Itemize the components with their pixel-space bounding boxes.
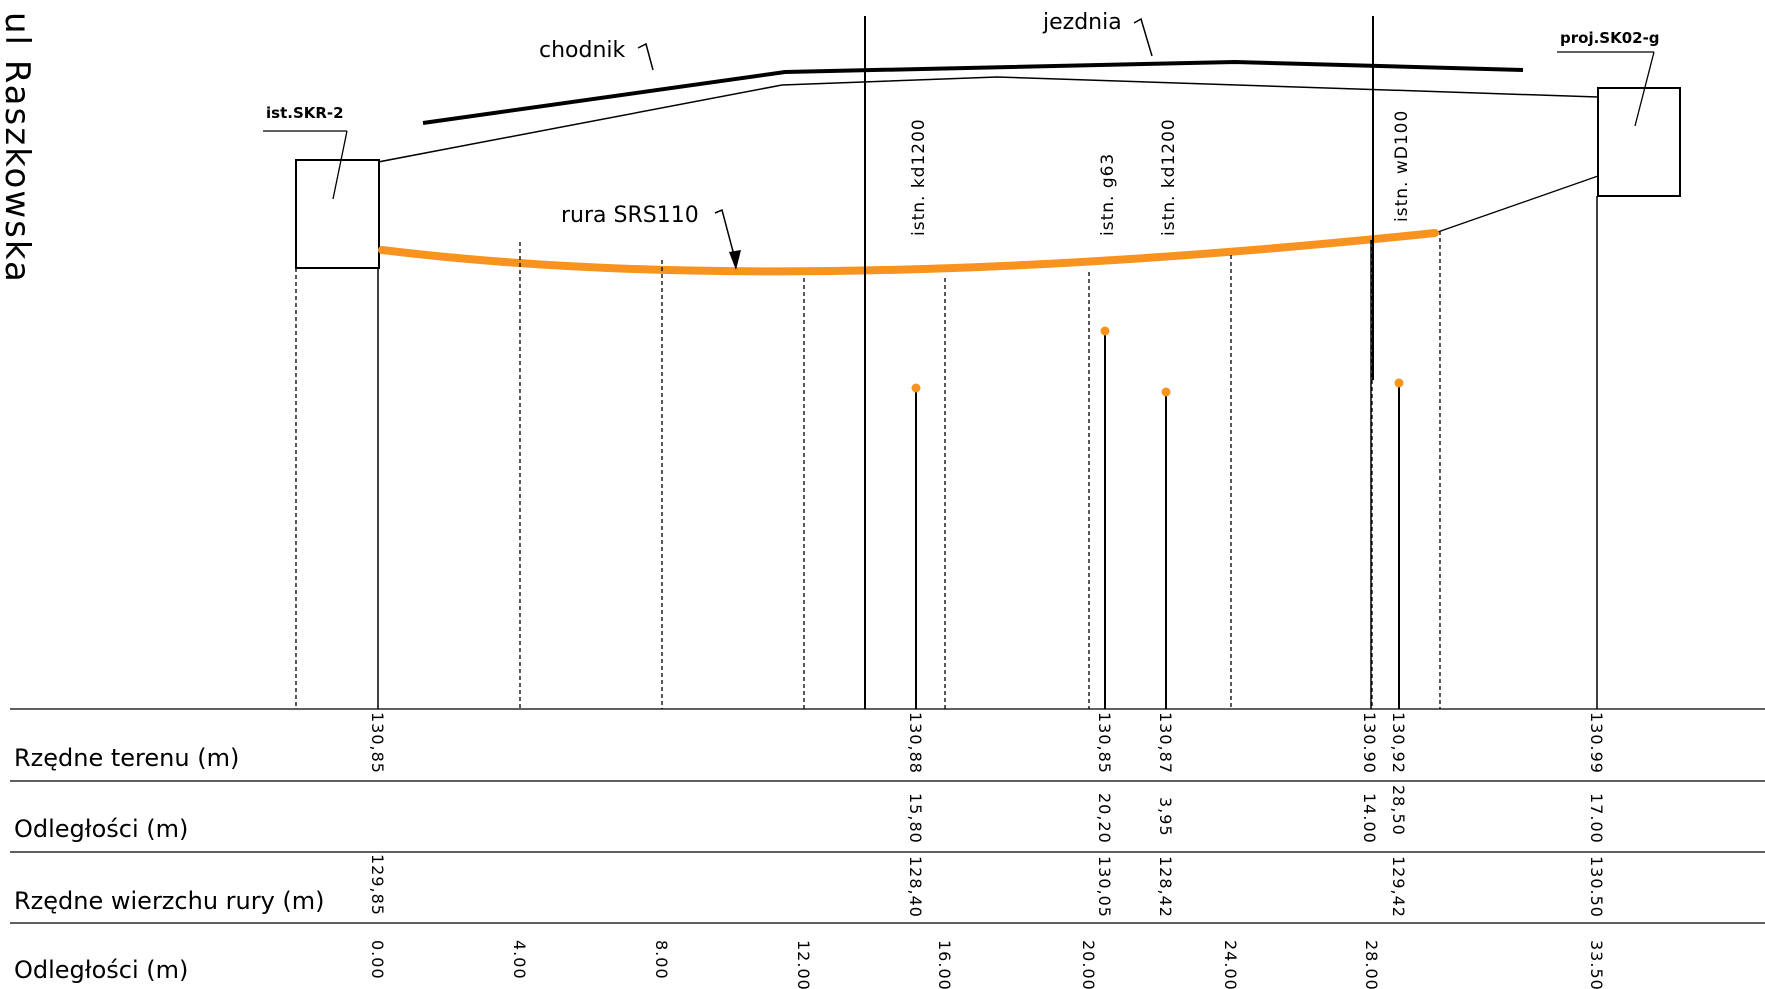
sidewalk-label: chodnik <box>539 38 626 63</box>
roadway-label: jezdnia <box>1042 10 1122 35</box>
chainage-values: 0.00 4.00 8.00 12.00 16.00 20.00 24.00 2… <box>368 940 1606 989</box>
sidewalk-surface-line <box>422 59 1524 125</box>
street-label: ul Raszkowska <box>0 12 37 284</box>
chainage-value: 20.00 <box>1079 940 1098 989</box>
table-grid <box>10 708 1765 924</box>
chainage-value: 28.00 <box>1362 940 1381 989</box>
utility-1-dot <box>911 383 921 393</box>
chainage-value: 8.00 <box>652 940 671 980</box>
chainage-dashed-lines <box>295 231 1441 709</box>
chainage-value: 24.00 <box>1221 940 1240 989</box>
manhole-right-label: proj.SK02-g <box>1560 29 1660 47</box>
terrain-value: 130,85 <box>368 712 387 774</box>
utility-3-label: istn. kd1200 <box>1159 118 1179 236</box>
pipe-srs110 <box>378 229 1439 276</box>
utility-4-dot <box>1394 378 1404 388</box>
row-label-distances: Odległości (m) <box>14 815 188 843</box>
utility-3-dot <box>1161 387 1171 397</box>
manhole-right-leader-diag <box>1634 51 1655 127</box>
distance-value: 3,95 <box>1156 797 1175 837</box>
pipe-top-values: 129,85 128,40 130,05 128,42 129,42 130.5… <box>368 854 1606 918</box>
pipe-top-value: 128,40 <box>906 856 925 918</box>
pipe-top-value: 128,42 <box>1156 856 1175 918</box>
terrain-values: 130,85 130,88 130,85 130,87 130.90 130,9… <box>368 712 1606 774</box>
roadway-leader <box>1133 17 1153 57</box>
chainage-value: 16.00 <box>935 940 954 989</box>
sidewalk-leader <box>637 42 654 71</box>
terrain-value: 130.90 <box>1360 712 1379 774</box>
utility-2-label: istn. g63 <box>1098 153 1118 236</box>
pipe-leader <box>714 208 736 260</box>
row-label-pipe-top: Rzędne wierzchu rury (m) <box>14 887 325 915</box>
terrain-value: 130.99 <box>1587 712 1606 774</box>
row-label-chainage: Odległości (m) <box>14 956 188 984</box>
row-label-terrain: Rzędne terenu (m) <box>14 744 239 772</box>
terrain-line <box>377 76 1599 163</box>
utility-crossing-3: istn. kd1200 <box>1159 118 1179 709</box>
terrain-value: 130,87 <box>1156 712 1175 774</box>
manhole-left-label: ist.SKR-2 <box>266 104 344 122</box>
utility-2-dot <box>1100 326 1110 336</box>
utility-4-label: istn. wD100 <box>1392 110 1412 222</box>
distance-value: 14.00 <box>1360 793 1379 844</box>
terrain-value: 130,85 <box>1095 712 1114 774</box>
pipe-leader-arrowhead <box>729 250 741 270</box>
utility-crossing-1: istn. kd1200 <box>909 118 929 709</box>
pipe-top-value: 129,42 <box>1389 856 1408 918</box>
pipe-top-value: 130.50 <box>1587 856 1606 918</box>
chainage-value: 4.00 <box>510 940 529 980</box>
utility-crossing-2: istn. g63 <box>1098 153 1118 709</box>
utility-crossing-4: istn. wD100 <box>1392 110 1412 709</box>
manhole-right-box <box>1597 87 1681 197</box>
manhole-left-leader-diag <box>332 130 348 200</box>
distance-value: 15,80 <box>906 793 925 844</box>
distance-values: 15,80 20,20 3,95 14.00 28,50 17.00 <box>906 785 1606 844</box>
chainage-value: 12.00 <box>794 940 813 989</box>
utility-1-label: istn. kd1200 <box>909 118 929 236</box>
terrain-value: 130,88 <box>906 712 925 774</box>
pipe-connector-line <box>1434 175 1599 234</box>
pipe-label: rura SRS110 <box>561 203 699 228</box>
terrain-value: 130,92 <box>1389 712 1408 774</box>
chainage-value: 33.50 <box>1587 940 1606 989</box>
chainage-value: 0.00 <box>368 940 387 980</box>
pipe-top-value: 129,85 <box>368 854 387 916</box>
distance-value: 17.00 <box>1587 793 1606 844</box>
distance-value: 20,20 <box>1095 793 1114 844</box>
distance-value: 28,50 <box>1389 785 1408 836</box>
manhole-left-box <box>295 159 380 269</box>
pipe-top-value: 130,05 <box>1095 856 1114 918</box>
